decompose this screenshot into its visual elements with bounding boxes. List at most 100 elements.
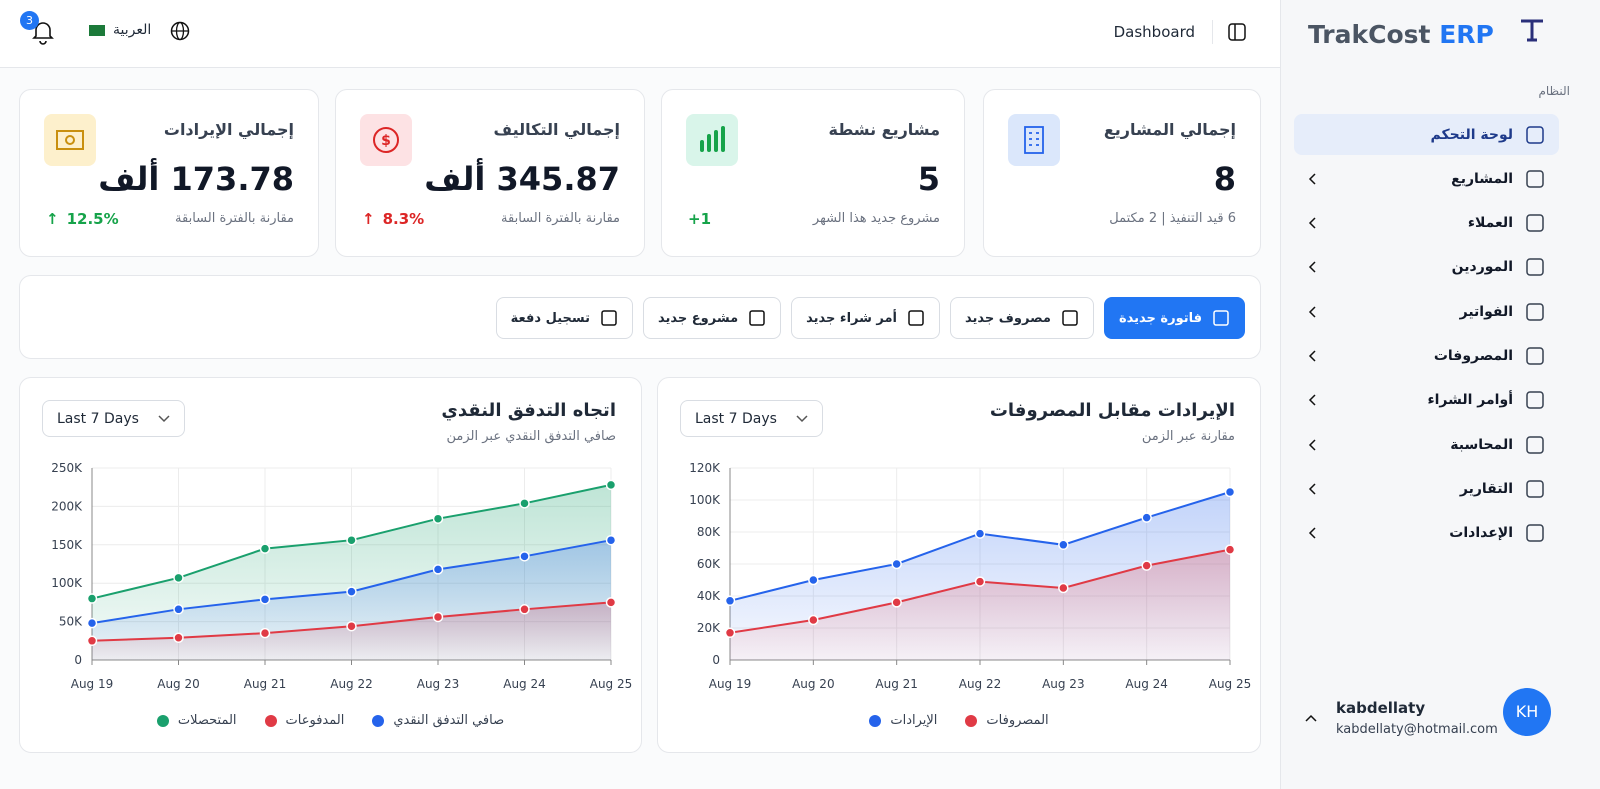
button-label: أمر شراء جديد xyxy=(806,310,898,326)
legend-item[interactable]: المصروفات xyxy=(965,713,1049,728)
avatar[interactable]: KH xyxy=(1503,688,1551,736)
x-tick-label: Aug 24 xyxy=(503,677,546,691)
nav-item[interactable]: المحاسبة xyxy=(1294,424,1559,465)
point xyxy=(346,586,357,597)
language-switch[interactable]: العربية xyxy=(89,22,151,38)
stat-value: 5 xyxy=(917,160,940,198)
brand-suffix: ERP xyxy=(1439,20,1494,49)
stat-card: مشاريع نشطة 5 مشروع جديد هذا الشهر +1 xyxy=(661,89,965,257)
quick-actions: فاتورة جديدة مصروف جديد أمر شراء جديد مشروع… xyxy=(19,275,1261,359)
svg-text:$: $ xyxy=(381,133,391,149)
nav-chevron xyxy=(1308,483,1316,495)
stat-title: إجمالي المشاريع xyxy=(1103,120,1236,139)
nav-item[interactable]: أوامر الشراء xyxy=(1294,380,1559,421)
legend-marker xyxy=(372,714,385,727)
legend-item[interactable]: المتحصلات xyxy=(156,713,237,728)
globe-icon[interactable] xyxy=(170,21,190,41)
nav-label: الموردين xyxy=(1451,259,1513,276)
nav-item[interactable]: الفواتير xyxy=(1294,291,1559,332)
sidebar-toggle[interactable] xyxy=(1228,23,1246,41)
chart-card: اتجاه التدفق النقدي صافي التدفق النقدي عب… xyxy=(19,377,642,753)
x-tick-label: Aug 24 xyxy=(1125,677,1168,691)
stat-change: 8.3% xyxy=(382,210,425,228)
x-tick-label: Aug 21 xyxy=(244,677,287,691)
action-button[interactable]: فاتورة جديدة xyxy=(1103,297,1245,339)
point xyxy=(974,576,986,587)
range-select[interactable]: Last 7 Days xyxy=(42,400,185,437)
nav-item[interactable]: المصروفات xyxy=(1294,336,1559,377)
nav-icon xyxy=(1526,480,1544,498)
nav-chevron xyxy=(1308,173,1316,185)
icon-shape xyxy=(1526,435,1544,454)
notification-bell[interactable] xyxy=(30,18,56,46)
chart-title: الإيرادات مقابل المصروفات xyxy=(989,400,1235,421)
x-tick-label: Aug 25 xyxy=(1209,677,1252,691)
nav-item[interactable]: الموردين xyxy=(1294,247,1559,288)
action-button[interactable]: أمر شراء جديد xyxy=(791,297,941,339)
nav-icon xyxy=(1526,391,1544,410)
nav-label: المصروفات xyxy=(1433,348,1513,364)
legend-item[interactable]: صافي التدفق النقدي xyxy=(372,713,504,728)
brand-name: TrakCost xyxy=(1308,20,1431,49)
stat-icon xyxy=(44,114,96,166)
nav-chevron xyxy=(1308,217,1316,229)
x-tick-label: Aug 22 xyxy=(959,677,1002,691)
icon-shape xyxy=(1526,302,1544,321)
nav-chevron xyxy=(1308,527,1316,539)
point xyxy=(86,635,98,647)
point xyxy=(1224,544,1236,555)
point xyxy=(346,534,357,546)
nav-item[interactable]: لوحة التحكم xyxy=(1294,114,1559,155)
y-tick-label: 250K xyxy=(51,461,83,475)
point xyxy=(519,551,530,562)
point xyxy=(1058,539,1069,551)
nav-item[interactable]: العملاء xyxy=(1294,203,1559,244)
icon-shape xyxy=(1213,310,1229,326)
legend-marker xyxy=(264,714,277,727)
button-label: تسجيل دفعة xyxy=(510,310,590,326)
nav-label: المشاريع xyxy=(1451,170,1513,187)
legend-item[interactable]: الإيرادات xyxy=(869,713,937,728)
nav-item[interactable]: المشاريع xyxy=(1294,158,1559,199)
stat-title: مشاريع نشطة xyxy=(828,120,941,139)
point xyxy=(346,620,357,632)
action-button[interactable]: مصروف جديد xyxy=(950,297,1094,339)
nav-chevron xyxy=(1308,350,1316,362)
point xyxy=(259,594,271,605)
y-tick-label: 200K xyxy=(51,499,83,513)
point xyxy=(173,632,184,643)
button-label: فاتورة جديدة xyxy=(1118,310,1202,326)
action-button[interactable]: مشروع جديد xyxy=(643,297,782,339)
icon-shape xyxy=(601,310,617,326)
button-label: مصروف جديد xyxy=(965,310,1051,326)
y-tick-label: 20K xyxy=(697,621,721,635)
y-tick-label: 80K xyxy=(697,525,721,539)
legend-item[interactable]: المدفوعات xyxy=(264,713,345,728)
legend-label: المدفوعات xyxy=(285,713,345,728)
icon-shape xyxy=(1526,524,1544,542)
point xyxy=(724,627,736,639)
stat-icon: $ xyxy=(360,114,412,166)
chart-title: اتجاه التدفق النقدي xyxy=(441,400,616,421)
action-button[interactable]: تسجيل دفعة xyxy=(495,297,633,339)
x-tick-label: Aug 19 xyxy=(71,677,114,691)
nav-chevron xyxy=(1308,394,1316,406)
top-bar: 3 العربية Dashboard xyxy=(0,0,1280,68)
user-name: kabdellaty xyxy=(1336,699,1426,717)
section-label: النظام xyxy=(1538,84,1570,98)
chart-subtitle: مقارنة عبر الزمن xyxy=(1141,429,1235,444)
nav-label: الإعدادات xyxy=(1449,525,1513,542)
stat-title: إجمالي التكاليف xyxy=(493,120,620,139)
stat-change-row: ↑ 12.5% xyxy=(46,210,119,228)
x-tick-label: Aug 23 xyxy=(1042,677,1085,691)
legend-label: صافي التدفق النقدي xyxy=(393,713,505,728)
nav-item[interactable]: الإعدادات xyxy=(1294,513,1559,554)
chevron xyxy=(1308,173,1316,185)
user-menu-chevron[interactable] xyxy=(1305,714,1317,724)
nav-item[interactable]: التقارير xyxy=(1294,468,1559,509)
icon-shape xyxy=(1526,125,1544,144)
range-select[interactable]: Last 7 Days xyxy=(680,400,823,437)
nav-chevron xyxy=(1308,306,1316,318)
point xyxy=(86,593,98,604)
